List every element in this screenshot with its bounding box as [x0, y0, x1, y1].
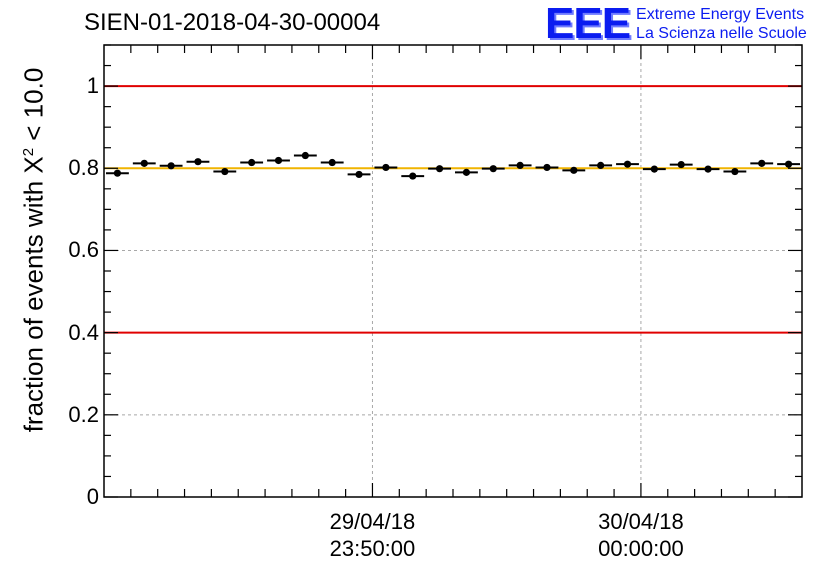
data-point [435, 165, 444, 173]
y-axis-label-suffix: < 10.0 [18, 67, 49, 148]
data-point [462, 168, 471, 176]
data-point [784, 160, 793, 168]
y-axis-label-superscript: 2 [19, 147, 37, 157]
data-point [301, 151, 309, 160]
x-tick-date: 29/04/18 [329, 509, 416, 534]
data-point [274, 156, 283, 165]
data-point [409, 172, 417, 180]
data-point [221, 167, 229, 176]
x-tick-date: 30/04/18 [598, 509, 684, 534]
data-point [382, 163, 390, 172]
eee-logo-text: Extreme Energy Events La Scienza nelle S… [636, 5, 807, 43]
y-axis-label-prefix: fraction of events with [18, 173, 49, 433]
x-tick-label: 29/04/18 23:50:00 [330, 508, 416, 562]
x-tick-time: 00:00:00 [598, 536, 684, 561]
y-tick-label: 0.8 [68, 155, 99, 181]
data-point [248, 158, 256, 167]
data-point [140, 159, 148, 167]
eee-logo: EEE Extreme Energy Events La Scienza nel… [545, 2, 807, 46]
data-point [650, 165, 658, 173]
data-point [623, 160, 632, 168]
x-tick-label: 30/04/18 00:00:00 [598, 508, 684, 562]
y-axis-label: fraction of events with X2 < 10.0 [19, 68, 50, 433]
data-point [543, 163, 551, 172]
y-tick-label: 1 [86, 73, 99, 99]
data-point [194, 158, 202, 166]
run-title: SIEN-01-2018-04-30-00004 [84, 9, 381, 36]
data-point [758, 159, 766, 167]
eee-logo-line2: La Scienza nelle Scuole [636, 25, 807, 42]
data-point [355, 170, 363, 179]
data-point [113, 169, 122, 177]
y-tick-label: 0 [86, 484, 99, 509]
plot-frame [103, 44, 803, 498]
data-point [597, 161, 605, 169]
data-point [570, 166, 578, 174]
eee-logo-line1: Extreme Energy Events [636, 6, 805, 23]
y-tick-label: 0.2 [68, 401, 99, 427]
data-point [516, 161, 524, 169]
eee-logo-mark: EEE [545, 0, 631, 48]
y-tick-label: 0.4 [68, 319, 99, 345]
data-point [489, 165, 497, 173]
data-point [731, 167, 739, 176]
data-point [704, 165, 712, 173]
data-point [167, 162, 175, 170]
y-tick-label: 0.6 [68, 237, 99, 263]
y-axis-label-symbol: X [18, 156, 49, 174]
data-point [677, 160, 685, 169]
x-tick-time: 23:50:00 [329, 536, 416, 561]
data-point [328, 158, 336, 167]
